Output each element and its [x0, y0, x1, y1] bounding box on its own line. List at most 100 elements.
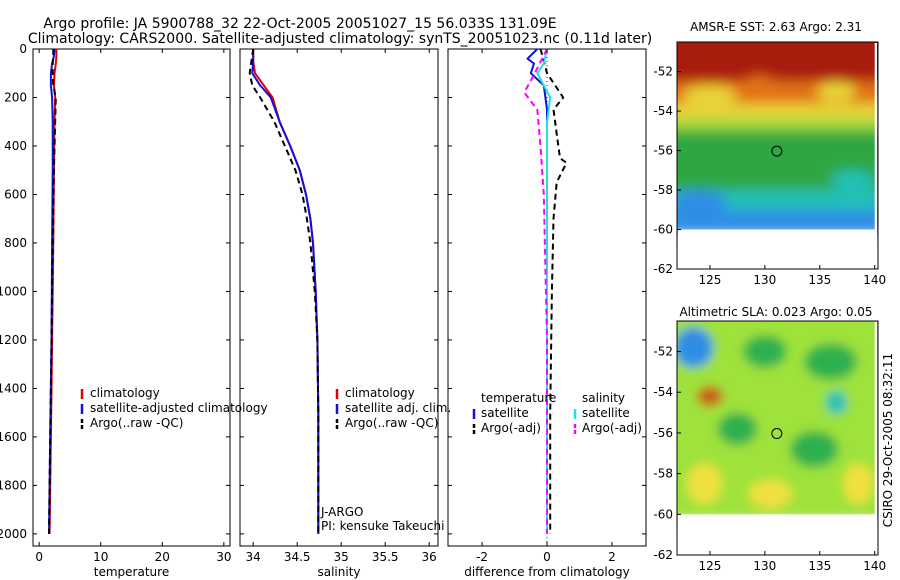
- sla_map-anomaly-patch-0: [677, 327, 714, 368]
- sla-map: [676, 320, 879, 556]
- sla_map-y-tick-label: -54: [653, 385, 673, 399]
- temperature-y-tick-label: 0: [19, 42, 27, 56]
- sst_map-x-tick-label: 130: [753, 273, 776, 287]
- temperature-legend-label: climatology: [90, 386, 160, 400]
- sla_map-x-tick-label: 125: [698, 559, 721, 573]
- temperature-y-tick-label: 800: [4, 236, 27, 250]
- sst_map-color-band-2: [677, 103, 878, 123]
- sst_map-anomaly-patch-1: [741, 75, 777, 100]
- sla_map-no-data-area: [678, 514, 877, 554]
- salinity-x-tick-label: 35: [334, 550, 349, 564]
- difference-x-tick-label: -2: [476, 550, 488, 564]
- sla_map-x-tick-label: 130: [753, 559, 776, 573]
- salinity-panel-frame: [239, 48, 439, 547]
- difference-legend-label: satellite: [481, 406, 529, 420]
- sst_map-color-band-5: [677, 190, 878, 214]
- sst-map-title: AMSR-E SST: 2.63 Argo: 2.31: [690, 20, 862, 34]
- sla_map-y-tick-label: -60: [653, 507, 673, 521]
- sla_map-y-tick-label: -52: [653, 345, 673, 359]
- salinity-series-1-line: [251, 49, 320, 534]
- difference-legend-header: temperature: [481, 391, 556, 405]
- sst_map-anomaly-patch-2: [816, 81, 857, 102]
- temperature-x-axis-label: temperature: [94, 565, 169, 579]
- salinity-annotation-program: J-ARGO: [320, 505, 363, 519]
- sla_map-anomaly-patch-5: [790, 430, 839, 468]
- difference-x-tick-label: 2: [608, 550, 616, 564]
- sla_map-x-tick-label: 140: [863, 559, 886, 573]
- salinity-legend-label: satellite adj. clim.: [345, 401, 451, 415]
- sst-map: [676, 41, 879, 270]
- sst-map-frame: [676, 41, 879, 270]
- sla-map-field: [677, 321, 878, 554]
- sla-argo-location-marker: [771, 428, 783, 440]
- difference-legend-label: satellite: [582, 406, 630, 420]
- sst_map-color-band-6: [677, 209, 878, 234]
- sla_map-x-tick-label: 135: [808, 559, 831, 573]
- temperature-panel-frame: [32, 48, 231, 547]
- sst_map-y-tick-label: -60: [653, 223, 673, 237]
- salinity-x-tick-label: 35.5: [372, 550, 399, 564]
- sla_map-anomaly-patch-1: [696, 386, 724, 407]
- difference-series-1-line: [539, 48, 568, 534]
- sst_map-anomaly-patch-3: [677, 190, 728, 214]
- salinity-x-tick-label: 34.5: [284, 550, 311, 564]
- sst_map-color-band-0: [677, 42, 878, 86]
- sla_map-no-data-strip: [874, 322, 877, 554]
- sst_map-y-tick-label: -62: [653, 262, 673, 276]
- sst_map-y-tick-label: -58: [653, 183, 673, 197]
- temperature-x-tick-label: 0: [35, 550, 43, 564]
- sla_map-anomaly-patch-6: [686, 463, 723, 505]
- temperature-y-tick-label: 2000: [0, 527, 27, 541]
- sla_map-anomaly-patch-9: [825, 390, 848, 415]
- profile-series-layer: [48, 48, 568, 534]
- difference-x-tick-label: 0: [543, 550, 551, 564]
- difference-legend-label: Argo(-adj): [582, 421, 642, 435]
- salinity-series-2-line: [248, 48, 320, 534]
- temperature-y-tick-label: 1600: [0, 430, 27, 444]
- sst_map-anomaly-patch-0: [682, 85, 738, 106]
- temperature-y-tick-label: 400: [4, 139, 27, 153]
- difference-series-3-line: [523, 48, 548, 534]
- sla_map-y-tick-label: -56: [653, 426, 673, 440]
- temperature-y-tick-label: 1400: [0, 381, 27, 395]
- sla_map-anomaly-patch-8: [842, 463, 874, 505]
- difference-legend-header: salinity: [582, 391, 625, 405]
- sla_map-y-tick-label: -62: [653, 548, 673, 562]
- sla_map-anomaly-patch-2: [742, 335, 787, 368]
- figure-title-line1: Argo profile: JA 5900788_32 22-Oct-2005 …: [43, 16, 556, 32]
- temperature-y-tick-label: 1800: [0, 478, 27, 492]
- temperature-y-tick-label: 200: [4, 90, 27, 104]
- temperature-x-tick-label: 10: [93, 550, 108, 564]
- sst_map-no-data-area: [678, 229, 877, 268]
- salinity-legend-label: climatology: [345, 386, 415, 400]
- timestamp: CSIRO 29-Oct-2005 08:32:11: [881, 353, 895, 527]
- salinity-annotation-pi: PI: kensuke Takeuchi: [321, 519, 444, 533]
- sst_map-x-tick-label: 135: [808, 273, 831, 287]
- sla-map-title: Altimetric SLA: 0.023 Argo: 0.05: [679, 305, 872, 319]
- sla_map-anomaly-patch-4: [717, 412, 758, 446]
- figure-title-line2: Climatology: CARS2000. Satellite-adjuste…: [28, 31, 652, 47]
- sst_map-y-tick-label: -56: [653, 144, 673, 158]
- temperature-x-tick-label: 20: [155, 550, 170, 564]
- sla-map-frame: [676, 320, 879, 556]
- salinity-x-tick-label: 36: [422, 550, 437, 564]
- sla_map-y-tick-label: -58: [653, 467, 673, 481]
- temperature-y-tick-label: 1200: [0, 333, 27, 347]
- sla_map-anomaly-patch-3: [804, 343, 858, 381]
- sst_map-anomaly-patch-4: [830, 170, 875, 191]
- temperature-y-tick-label: 600: [4, 187, 27, 201]
- salinity-legend-label: Argo(..raw -QC): [345, 416, 438, 430]
- sst-map-field: [677, 42, 878, 268]
- difference-series-2-line: [536, 48, 552, 534]
- temperature-legend-label: Argo(..raw -QC): [90, 416, 183, 430]
- sst-argo-location-marker: [771, 145, 783, 157]
- sst_map-x-tick-label: 140: [863, 273, 886, 287]
- sla_map-anomaly-patch-7: [748, 479, 793, 509]
- sst_map-y-tick-label: -52: [653, 65, 673, 79]
- sst_map-y-tick-label: -54: [653, 104, 673, 118]
- axes-layer: 0 10 20 30temperature0200400600800100012001…: [0, 42, 886, 579]
- temperature-series-2-line: [48, 49, 57, 534]
